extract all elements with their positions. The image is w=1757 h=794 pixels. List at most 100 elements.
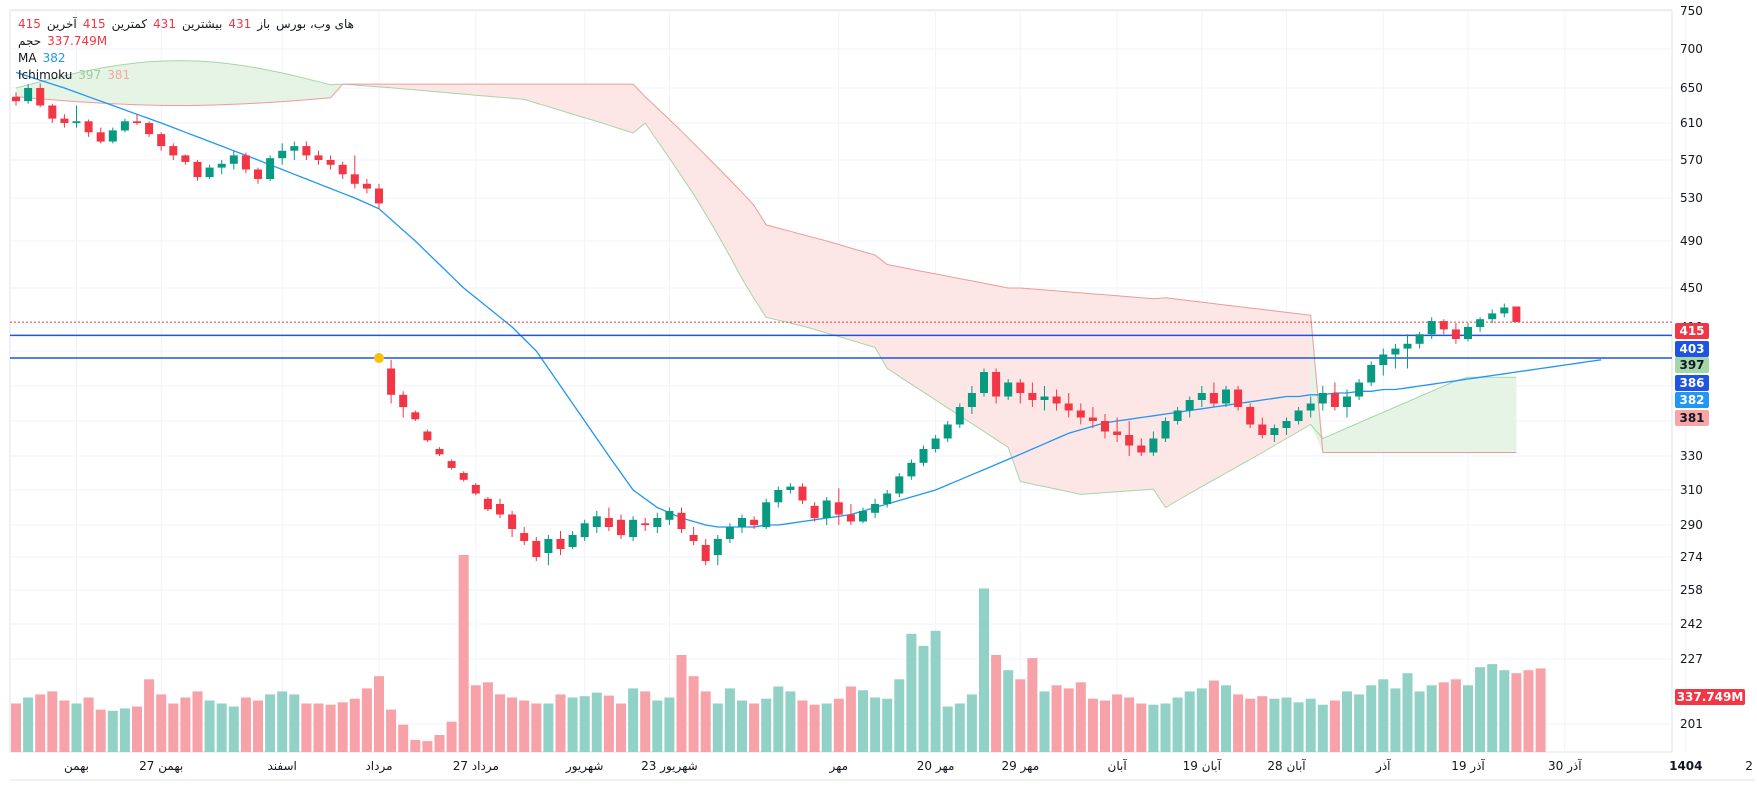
candle-body — [84, 121, 93, 133]
ichimoku-row[interactable]: Ichimoku 397 381 — [18, 67, 354, 84]
candle-body — [1222, 389, 1230, 404]
volume-bar — [809, 704, 820, 752]
candle-body — [1064, 403, 1073, 411]
x-tick-label: آبان — [1108, 758, 1128, 773]
candle-body — [1488, 313, 1497, 320]
volume-bar — [192, 691, 203, 752]
ichimoku-value-b: 381 — [107, 68, 131, 82]
ma-row[interactable]: MA 382 — [18, 50, 354, 67]
y-tick-label: 242 — [1680, 617, 1703, 631]
volume-bar — [228, 706, 239, 752]
volume-bar — [11, 703, 21, 752]
candle-body — [1403, 343, 1412, 349]
candle-body — [181, 155, 190, 162]
candle-body — [1076, 410, 1085, 418]
volume-bar — [107, 710, 118, 752]
volume-bar — [1523, 670, 1534, 752]
volume-bar — [349, 698, 360, 752]
volume-bar — [1257, 696, 1268, 752]
volume-bar — [1233, 694, 1244, 752]
volume-bar — [700, 691, 711, 752]
cloud-green — [1310, 315, 1517, 453]
volume-bar — [180, 697, 191, 752]
ichimoku-cloud — [15, 60, 1517, 509]
x-tick-label: 27 مرداد — [453, 759, 499, 774]
volume-bar — [361, 688, 372, 752]
volume-bar — [253, 700, 263, 752]
candle-body — [592, 516, 601, 528]
volume-bar — [156, 694, 167, 752]
volume-bar — [59, 700, 70, 752]
candle-body — [133, 121, 141, 124]
candle-body — [834, 502, 843, 515]
candle-body — [762, 502, 771, 528]
volume-bar — [1172, 697, 1183, 752]
volume-bar — [688, 676, 699, 752]
y-tick-label: 201 — [1680, 717, 1703, 731]
volume-bar — [1390, 688, 1401, 752]
x-tick-label: 1404 — [1669, 759, 1702, 773]
candle-body — [375, 188, 383, 204]
volume-bar — [821, 703, 832, 752]
candlesticks — [12, 83, 1521, 566]
candle-body — [992, 372, 1001, 397]
price-label-box — [1675, 357, 1709, 373]
candle-body — [919, 449, 928, 463]
candle-body — [1101, 421, 1109, 432]
candle-body — [1137, 445, 1146, 453]
y-tick-label: 227 — [1680, 652, 1703, 666]
candle-body — [169, 146, 178, 156]
volume-bar — [785, 691, 796, 752]
candle-body — [96, 132, 105, 142]
candle-body — [205, 167, 214, 178]
y-tick-label: 490 — [1680, 234, 1703, 248]
candle-body — [350, 174, 359, 184]
candle-body — [496, 504, 504, 515]
volume-bar — [773, 686, 784, 752]
volume-bar — [1293, 702, 1304, 752]
x-tick-label: اسفند — [268, 759, 297, 773]
volume-bar — [240, 697, 251, 752]
volume-label: حجم — [18, 34, 42, 48]
candle-body — [229, 155, 238, 164]
y-tick-label: 750 — [1680, 4, 1703, 18]
volume-bar — [1366, 685, 1377, 752]
volume-bar — [1487, 664, 1498, 752]
candle-body — [1270, 428, 1279, 435]
candle-body — [580, 523, 589, 538]
candle-body — [1306, 403, 1315, 411]
volume-bar — [204, 700, 215, 752]
candle-body — [1113, 431, 1122, 435]
price-label-box — [1675, 323, 1709, 339]
x-tick-label: مرداد — [365, 759, 392, 774]
alert-dot — [374, 353, 384, 363]
price-label-text: 381 — [1679, 411, 1704, 425]
candle-body — [338, 164, 347, 175]
price-labels: 415 403 397 386 382 381 337.749M — [1675, 323, 1745, 705]
y-tick-label: 530 — [1680, 191, 1703, 205]
candle-body — [290, 146, 299, 151]
volume-bar — [1087, 698, 1098, 752]
volume-row[interactable]: حجم 337.749M — [18, 33, 354, 50]
volume-bar — [458, 555, 469, 752]
volume-bar — [1160, 703, 1171, 752]
y-tick-label: 310 — [1680, 483, 1703, 497]
candle-body — [120, 121, 129, 131]
volume-bar — [966, 694, 977, 752]
x-tick-label: 2 دی — [1745, 759, 1757, 773]
volume-bar — [1124, 697, 1135, 752]
candle-body — [871, 504, 880, 513]
candle-body — [1173, 410, 1182, 421]
candle-body — [677, 512, 686, 530]
volume-bar — [95, 709, 106, 752]
volume-bar — [83, 697, 94, 752]
volume-bar — [676, 655, 687, 752]
candle-body — [1318, 393, 1327, 404]
price-label-box — [1675, 392, 1709, 408]
volume-bar — [1414, 691, 1425, 752]
volume-bar — [531, 703, 542, 752]
candle-body — [943, 424, 952, 439]
ichimoku-label: Ichimoku — [18, 68, 73, 82]
